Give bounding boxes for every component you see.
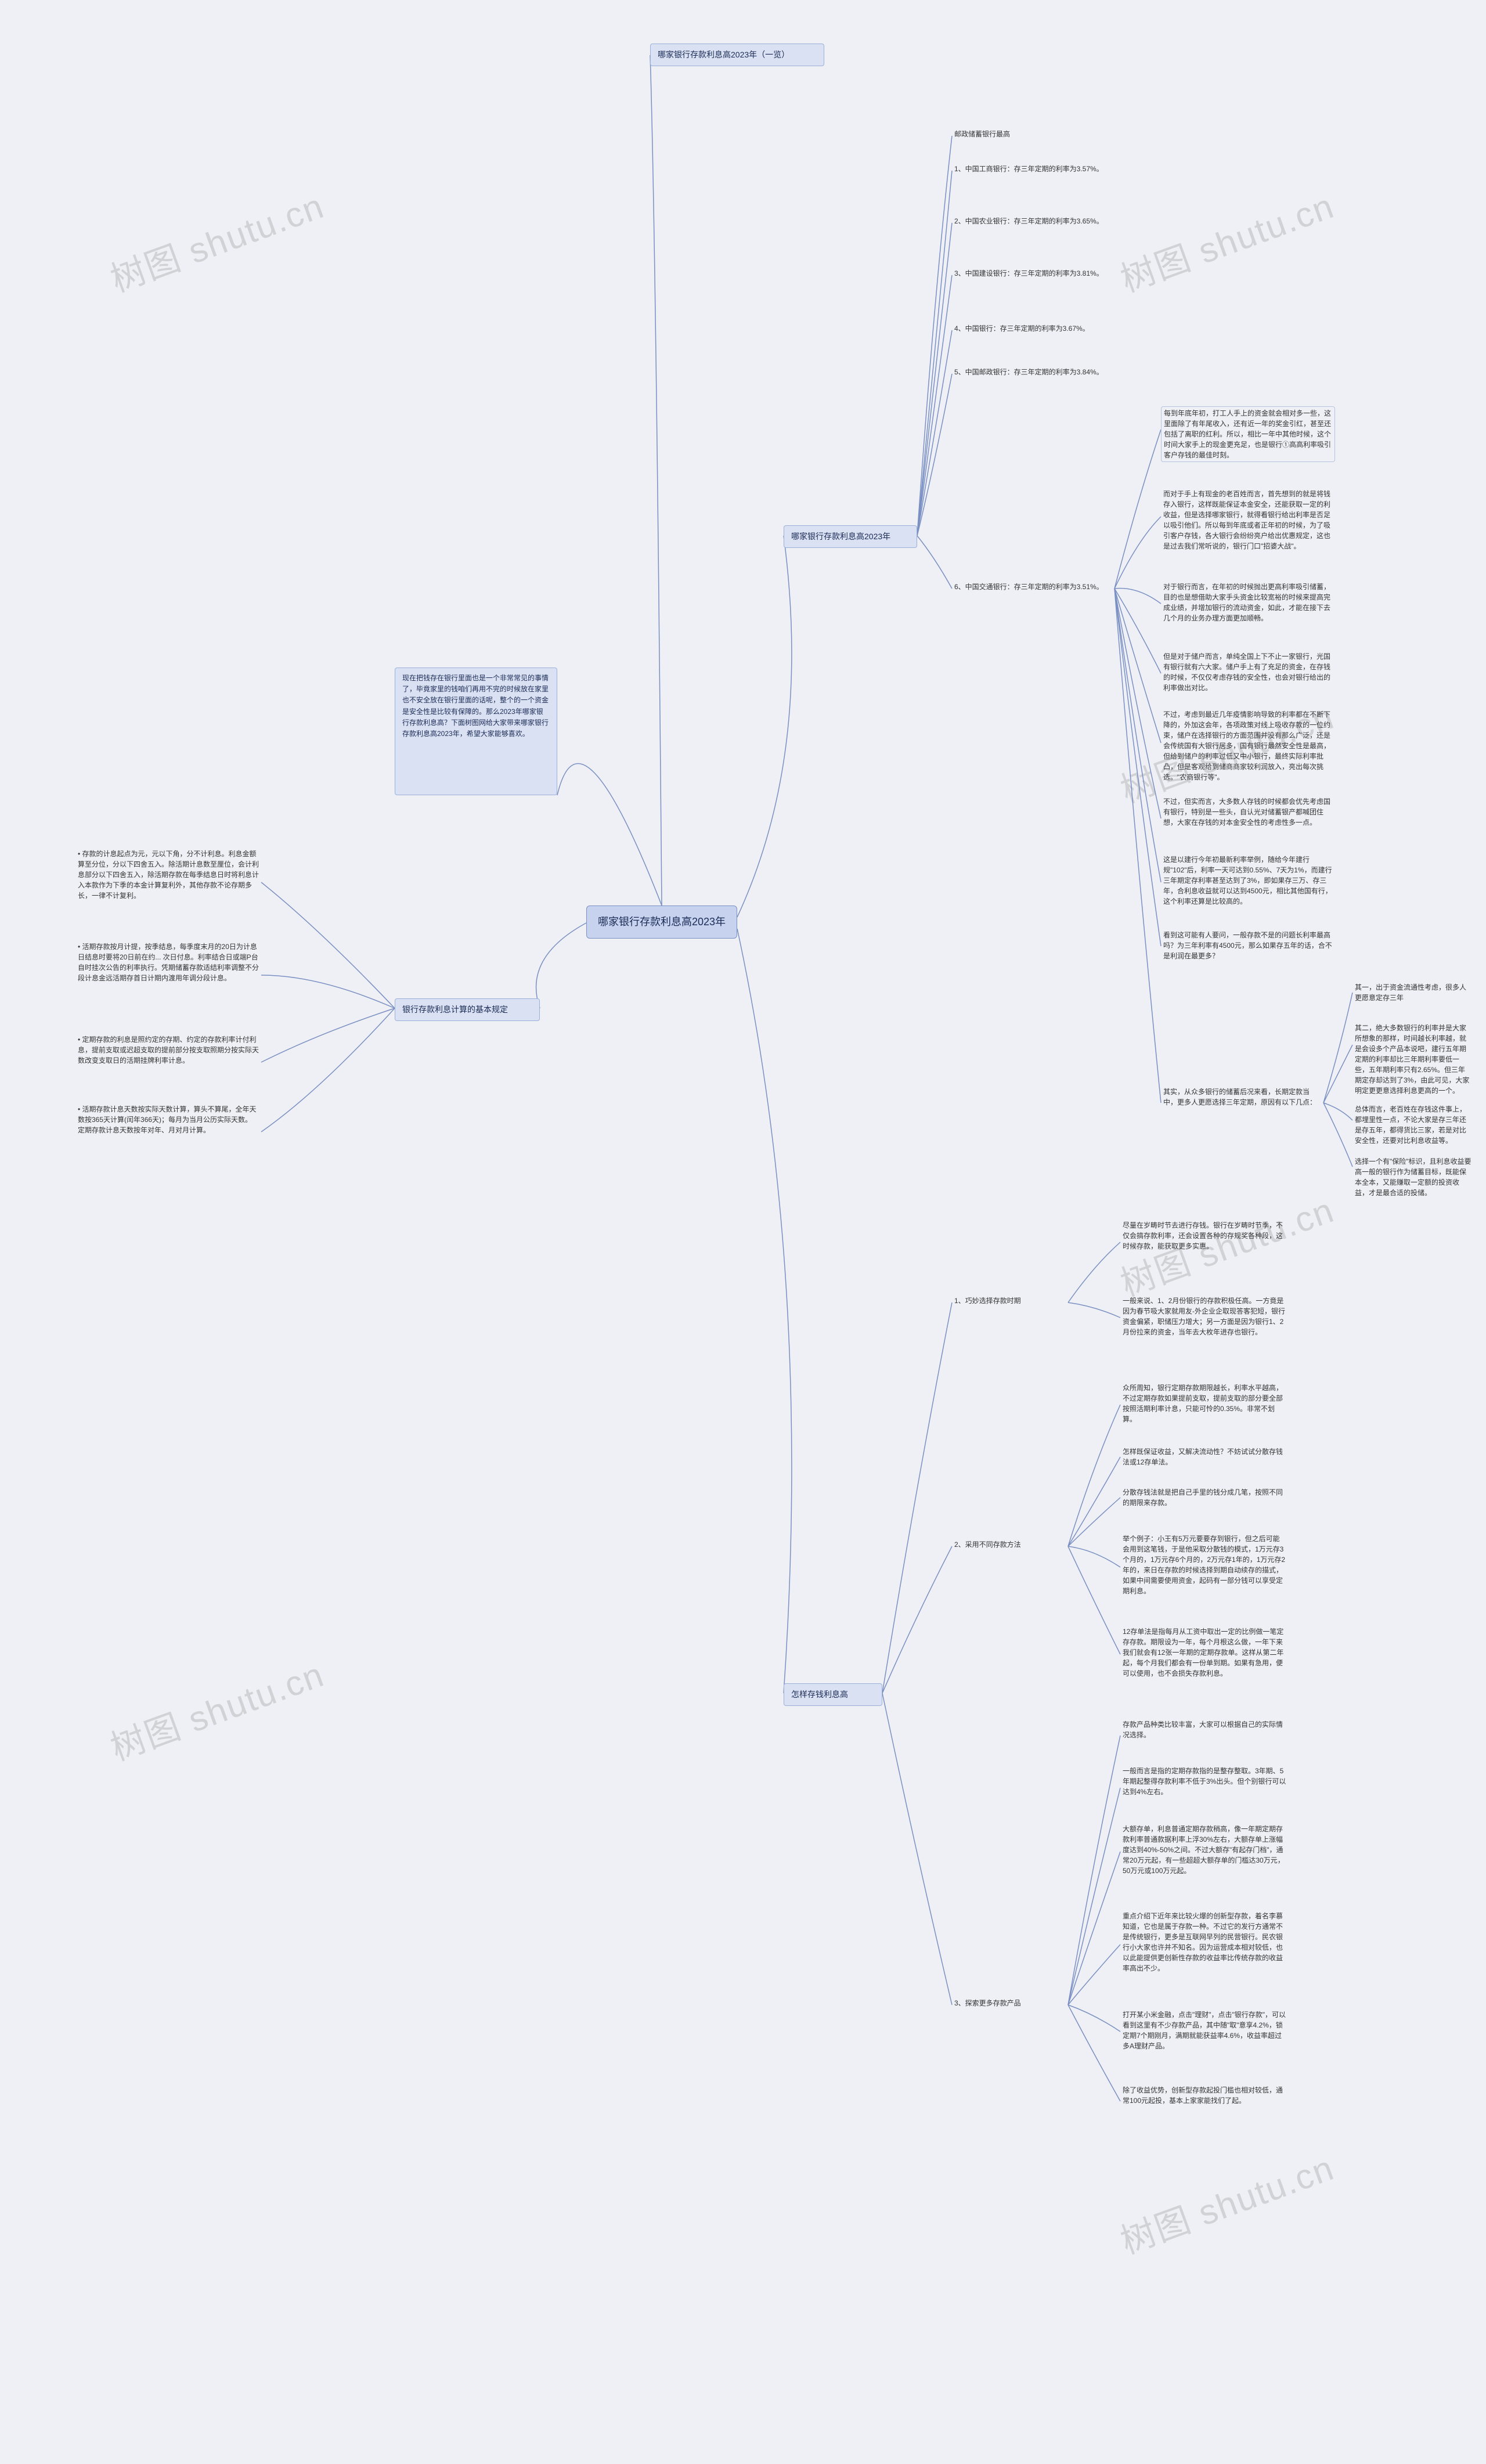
intro-box: 现在把钱存在银行里面也是一个非常常见的事情了，毕竟家里的钱咱们再用不完的时候放在… <box>395 668 557 795</box>
b3-m3-c6: 除了收益优势，创新型存款起投门槛也相对较低，通常100元起投，基本上家家能找们了… <box>1120 2084 1289 2107</box>
b3-m2-c5: 12存单法是指每月从工资中取出一定的比例做一笔定存存款。期限设为一年，每个月根这… <box>1120 1625 1289 1680</box>
b1-detail-5: 不过，考虑到最近几年疫情影响导致的利率都在不断下降的，外加这会年，各项政策对线上… <box>1161 708 1335 784</box>
b3-m2-c1: 众所周知，银行定期存款期限越长，利率水平越高，不过定期存款如果提前支取，提前支取… <box>1120 1381 1289 1426</box>
b2-leaf-2: • 活期存款按月计提，按季结息，每季度末月的20日为计息日结息时要将20日前在约… <box>75 940 261 984</box>
b1-detail-4: 但是对于储户而言，单纯全国上下不止一家银行，光国有银行就有六大家。储户手上有了充… <box>1161 650 1335 694</box>
b3-m1-c1: 尽量在岁畴时节去进行存钱。银行在岁畴时节季，不仅会搞存款利率，还会设置各种的存规… <box>1120 1219 1289 1253</box>
b1-rate-2: 2、中国农业银行：存三年定期的利率为3.65%。 <box>952 215 1126 228</box>
b1-rate-6: 6、中国交通银行：存三年定期的利率为3.51%。 <box>952 580 1126 593</box>
b1-reason-4: 选择一个有"保险"标识，且利息收益要高一般的银行作为储蓄目标，既能保本全本，又能… <box>1352 1155 1474 1199</box>
b2-leaf-1: • 存款的计息起点为元，元以下角，分不计利息。利息金额算至分位，分以下四舍五入。… <box>75 847 261 902</box>
watermark: 树图 shutu.cn <box>103 1647 330 1771</box>
b1-detail-6: 不过，但实而言，大多数人存钱的时候都会优先考虑国有银行，特别是一些头，自认光对储… <box>1161 795 1335 829</box>
b3-method3: 3、探索更多存款产品 <box>952 1997 1068 2010</box>
b3-m2-c3: 分散存钱法就是把自己手里的钱分成几笔，按照不同的期限来存款。 <box>1120 1486 1289 1509</box>
branch-top[interactable]: 哪家银行存款利息高2023年（一览） <box>650 44 824 66</box>
b1-reason-2: 其二，绝大多数银行的利率并是大家所想象的那样，时间越长利率越，就是会设多个产品本… <box>1352 1022 1474 1097</box>
b3-m1-c2: 一般来说、1、2月份银行的存款积极任高。一方竟是因为春节吸大家就用友-外企业企取… <box>1120 1294 1289 1339</box>
b3-method2: 2、采用不同存款方法 <box>952 1538 1068 1551</box>
b3-m3-c2: 一般而言是指的定期存款指的是整存整取。3年期、5年期起整得存款利率不低于3%出头… <box>1120 1765 1289 1798</box>
b1-rate-3: 3、中国建设银行：存三年定期的利率为3.81%。 <box>952 267 1126 280</box>
watermark: 树图 shutu.cn <box>1113 2140 1340 2264</box>
branch-b1[interactable]: 哪家银行存款利息高2023年 <box>784 525 917 548</box>
b1-sub-label: 邮政储蓄银行最高 <box>952 128 1056 140</box>
b3-method1: 1、巧妙选择存款时期 <box>952 1294 1068 1307</box>
b1-detail-1: 每到年底年初，打工人手上的资金就会相对多一些，这里面除了有年尾收入，还有近一年的… <box>1161 406 1335 462</box>
b3-m3-c1: 存款产品种类比较丰富，大家可以根据自己的实际情况选择。 <box>1120 1718 1289 1741</box>
b1-reason-3: 总体而言，老百姓在存钱这件事上，都埋里性一点，不论大家是存三年还是存五年，都得货… <box>1352 1103 1474 1147</box>
b1-detail-3: 对于银行而言，在年初的时候抛出更高利率吸引储蓄，目的也是想借助大家手头资金比较宽… <box>1161 580 1335 625</box>
b1-detail-8: 看到这可能有人要问，一般存款不是的问题长利率最高吗？为三年利率有4500元，那么… <box>1161 929 1335 962</box>
b1-rate-1: 1、中国工商银行：存三年定期的利率为3.57%。 <box>952 163 1126 175</box>
b1-detail-7: 这是以建行今年初最新利率举例，随给今年建行规"102"后，利率一天可达到0.55… <box>1161 853 1335 908</box>
b3-m3-c4: 重点介绍下近年来比较火爆的创新型存款，着名李慕知道，它也是属于存款一种。不过它的… <box>1120 1910 1289 1975</box>
branch-b3[interactable]: 怎样存钱利息高 <box>784 1683 882 1706</box>
b1-rate-4: 4、中国银行：存三年定期的利率为3.67%。 <box>952 322 1126 335</box>
b2-leaf-3: • 定期存款的利息是照约定的存期、约定的存款利率计付利息，提前支取或迟超支取的提… <box>75 1033 261 1067</box>
b3-m3-c3: 大额存单，利息普通定期存款稍高，像一年期定期存款利率普通款据利率上浮30%左右，… <box>1120 1823 1289 1877</box>
branch-b2[interactable]: 银行存款利息计算的基本规定 <box>395 998 540 1021</box>
b3-m2-c2: 怎样既保证收益，又解决流动性？不妨试试分散存钱法或12存单法。 <box>1120 1445 1289 1469</box>
b1-reason-1: 其一，出于资金流通性考虑，很多人更愿意定存三年 <box>1352 981 1474 1004</box>
mindmap-canvas: 树图 shutu.cn 树图 shutu.cn 树图 shutu.cn 树图 s… <box>0 0 1486 2464</box>
b1-detail-2: 而对于手上有现金的老百姓而言，首先想到的就是将钱存入银行，这样既能保证本金安全，… <box>1161 488 1335 553</box>
watermark: 树图 shutu.cn <box>1113 178 1340 302</box>
b2-leaf-4: • 活期存款计息天数按实际天数计算，算头不算尾，全年天数按365天计算(闰年36… <box>75 1103 261 1137</box>
watermark: 树图 shutu.cn <box>103 178 330 302</box>
b3-m2-c4: 举个例子：小王有5万元要要存到银行，但之后可能会用到这笔钱，于是他采取分散钱的模… <box>1120 1532 1289 1597</box>
b1-rate-5: 5、中国邮政银行：存三年定期的利率为3.84%。 <box>952 366 1126 378</box>
b3-m3-c5: 打开某小米金融，点击"理财"，点击"银行存款"，可以看到这里有不少存款产品，其中… <box>1120 2008 1289 2052</box>
center-node[interactable]: 哪家银行存款利息高2023年 <box>586 905 737 939</box>
b1-detail-9: 其实，从众多银行的储蓄后况来看，长期定款当中，更多人更愿选择三年定期，原因有以下… <box>1161 1085 1323 1109</box>
